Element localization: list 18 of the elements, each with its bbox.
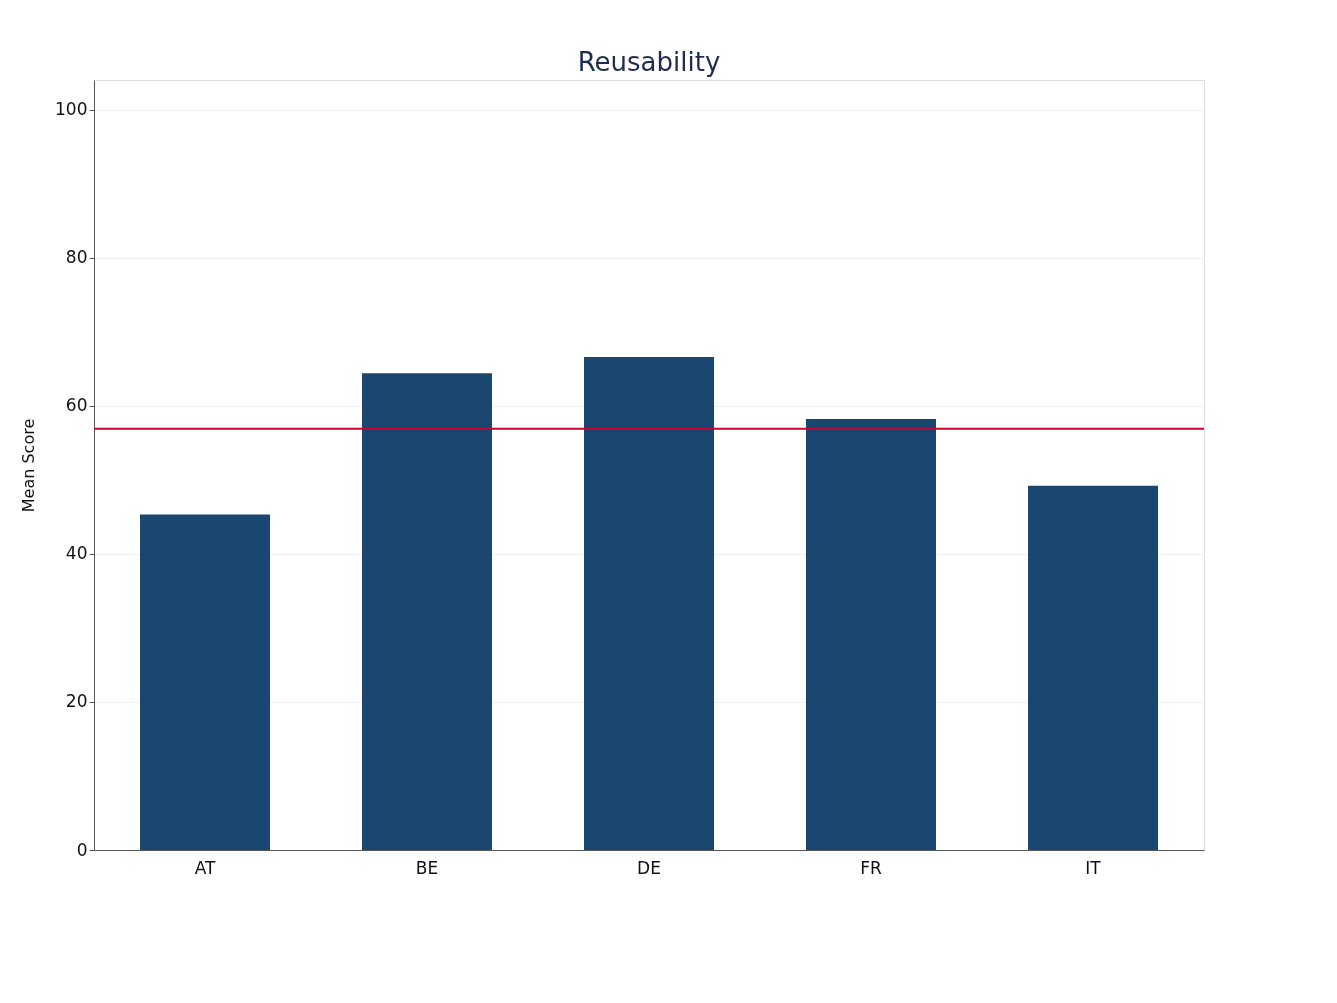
bar <box>584 356 714 850</box>
x-tick-label: FR <box>860 857 882 878</box>
x-tick-label: BE <box>415 857 439 878</box>
bar <box>806 419 936 850</box>
x-tick-label: IT <box>1085 857 1102 878</box>
y-tick-label: 60 <box>65 395 88 416</box>
y-axis-title: Mean Score <box>19 418 39 513</box>
x-tick-label: AT <box>194 857 216 878</box>
x-tick-label: DE <box>637 857 661 878</box>
bar <box>362 373 492 850</box>
bar <box>140 514 270 850</box>
y-tick-label: 100 <box>55 99 88 120</box>
bar <box>1028 485 1158 850</box>
y-tick-label: 20 <box>65 691 88 712</box>
chart-title: Reusability <box>577 47 721 77</box>
y-tick-label: 80 <box>65 247 88 268</box>
y-tick-label: 40 <box>65 543 88 564</box>
y-tick-label: 0 <box>76 839 88 860</box>
